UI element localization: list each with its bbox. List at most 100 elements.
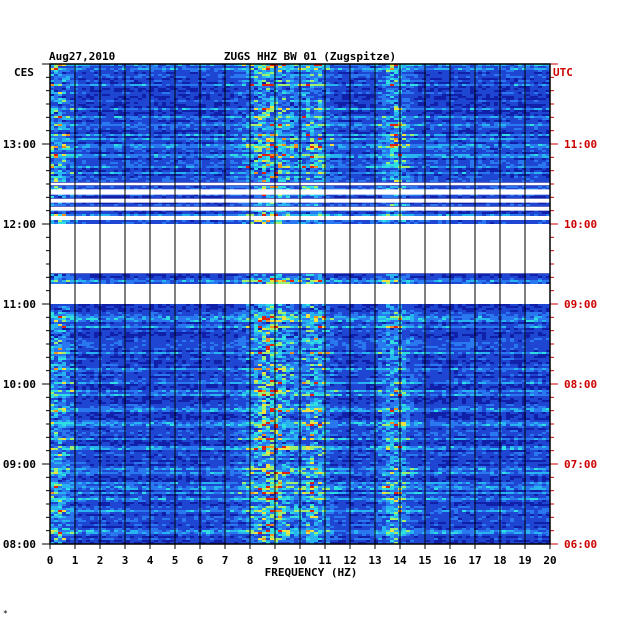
- heatmap-cell: [494, 116, 498, 118]
- heatmap-cell: [94, 134, 98, 136]
- heatmap-cell: [230, 156, 234, 158]
- heatmap-cell: [382, 140, 386, 142]
- heatmap-cell: [466, 88, 470, 90]
- heatmap-cell: [418, 134, 422, 136]
- heatmap-cell: [82, 120, 86, 122]
- heatmap-cell: [386, 134, 390, 136]
- heatmap-cell: [510, 108, 514, 110]
- heatmap-cell: [290, 110, 294, 112]
- heatmap-cell: [58, 148, 62, 150]
- heatmap-cell: [438, 118, 442, 120]
- heatmap-cell: [350, 126, 354, 128]
- heatmap-cell: [458, 124, 462, 126]
- heatmap-cell: [266, 116, 270, 118]
- heatmap-cell: [530, 150, 534, 152]
- heatmap-cell: [138, 110, 142, 112]
- heatmap-cell: [538, 110, 542, 112]
- heatmap-cell: [154, 144, 158, 146]
- heatmap-cell: [390, 142, 394, 144]
- heatmap-cell: [142, 80, 146, 82]
- heatmap-cell: [470, 76, 474, 78]
- heatmap-cell: [190, 108, 194, 110]
- heatmap-cell: [458, 76, 462, 78]
- heatmap-cell: [370, 100, 374, 102]
- heatmap-cell: [462, 110, 466, 112]
- heatmap-cell: [402, 100, 406, 102]
- heatmap-cell: [490, 136, 494, 138]
- heatmap-cell: [210, 104, 214, 106]
- heatmap-cell: [318, 72, 322, 74]
- heatmap-cell: [262, 144, 266, 146]
- heatmap-cell: [514, 98, 518, 100]
- heatmap-cell: [506, 118, 510, 120]
- heatmap-cell: [162, 122, 166, 124]
- heatmap-cell: [138, 152, 142, 154]
- heatmap-cell: [182, 72, 186, 74]
- heatmap-cell: [54, 126, 58, 128]
- heatmap-cell: [162, 144, 166, 146]
- heatmap-cell: [314, 82, 318, 84]
- heatmap-cell: [266, 92, 270, 94]
- heatmap-cell: [302, 120, 306, 122]
- heatmap-cell: [534, 124, 538, 126]
- heatmap-cell: [518, 118, 522, 120]
- heatmap-cell: [506, 128, 510, 130]
- heatmap-cell: [170, 84, 174, 86]
- heatmap-cell: [490, 94, 494, 96]
- heatmap-cell: [434, 126, 438, 128]
- heatmap-cell: [442, 90, 446, 92]
- heatmap-cell: [206, 108, 210, 110]
- heatmap-cell: [358, 114, 362, 116]
- heatmap-cell: [330, 116, 334, 118]
- heatmap-cell: [90, 132, 94, 134]
- heatmap-cell: [354, 144, 358, 146]
- heatmap-cell: [234, 86, 238, 88]
- heatmap-cell: [242, 96, 246, 98]
- heatmap-cell: [210, 112, 214, 114]
- heatmap-cell: [242, 132, 246, 134]
- heatmap-cell: [330, 156, 334, 158]
- heatmap-cell: [102, 146, 106, 148]
- heatmap-cell: [454, 116, 458, 118]
- heatmap-cell: [54, 148, 58, 150]
- heatmap-cell: [294, 108, 298, 110]
- heatmap-cell: [394, 110, 398, 112]
- heatmap-cell: [434, 74, 438, 76]
- heatmap-cell: [250, 92, 254, 94]
- heatmap-cell: [210, 140, 214, 142]
- heatmap-cell: [290, 114, 294, 116]
- heatmap-cell: [234, 74, 238, 76]
- heatmap-cell: [362, 102, 366, 104]
- heatmap-cell: [418, 100, 422, 102]
- heatmap-cell: [338, 66, 342, 68]
- heatmap-cell: [518, 74, 522, 76]
- heatmap-cell: [142, 128, 146, 130]
- heatmap-cell: [126, 100, 130, 102]
- heatmap-cell: [466, 114, 470, 116]
- heatmap-cell: [286, 104, 290, 106]
- heatmap-cell: [278, 154, 282, 156]
- heatmap-cell: [54, 146, 58, 148]
- heatmap-cell: [478, 146, 482, 148]
- heatmap-cell: [186, 146, 190, 148]
- heatmap-cell: [54, 66, 58, 68]
- heatmap-cell: [242, 92, 246, 94]
- heatmap-cell: [78, 90, 82, 92]
- heatmap-cell: [314, 76, 318, 78]
- heatmap-cell: [514, 86, 518, 88]
- heatmap-cell: [494, 74, 498, 76]
- heatmap-cell: [226, 150, 230, 152]
- heatmap-cell: [258, 110, 262, 112]
- heatmap-cell: [258, 106, 262, 108]
- heatmap-cell: [182, 68, 186, 70]
- heatmap-cell: [518, 124, 522, 126]
- heatmap-cell: [178, 96, 182, 98]
- heatmap-cell: [82, 134, 86, 136]
- heatmap-cell: [526, 134, 530, 136]
- heatmap-cell: [418, 142, 422, 144]
- heatmap-cell: [466, 152, 470, 154]
- heatmap-cell: [286, 130, 290, 132]
- heatmap-cell: [494, 144, 498, 146]
- heatmap-cell: [470, 144, 474, 146]
- heatmap-cell: [238, 118, 242, 120]
